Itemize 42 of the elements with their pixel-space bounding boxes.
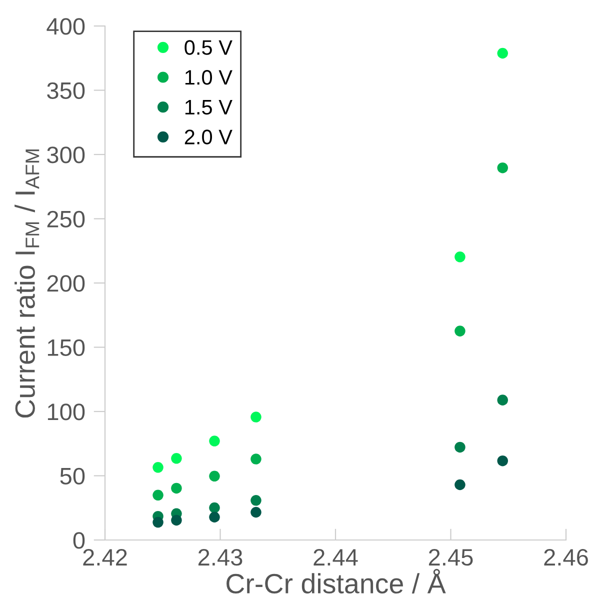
point	[152, 490, 164, 501]
point	[250, 412, 262, 422]
y-tick-label: 150	[48, 339, 85, 356]
y-tick-label: 100	[48, 404, 85, 420]
point	[250, 454, 262, 464]
y-tick-label: 50	[60, 468, 85, 485]
y-tick-label: 0	[73, 532, 85, 549]
point	[454, 326, 466, 336]
point	[497, 455, 508, 466]
x-tick-label: 2.45	[428, 548, 473, 566]
point	[250, 495, 262, 506]
y-tick-label: 300	[47, 146, 85, 164]
point	[171, 453, 182, 464]
y-axis-title: Current ratio I$_{FM}$ / I$_{AFM}$	[14, 150, 40, 418]
point	[209, 436, 220, 446]
x-tick-label: 2.44	[314, 548, 358, 566]
point	[497, 394, 508, 406]
point	[454, 479, 466, 490]
x-tick-label: 2.46	[544, 548, 588, 566]
legend-label: 1.0 V	[185, 70, 232, 85]
point	[454, 252, 466, 262]
y-tick-label: 350	[47, 82, 85, 100]
legend-label: 2.0 V	[184, 130, 232, 144]
x-tick-label: 2.42	[83, 548, 127, 566]
legend-label: 0.5 V	[184, 40, 232, 55]
point	[497, 162, 508, 174]
point	[497, 48, 508, 59]
legend-label: 1.5 V	[185, 100, 232, 115]
y-tick-label: 400	[46, 18, 85, 35]
point	[209, 470, 220, 482]
point	[209, 502, 220, 514]
point	[152, 462, 164, 473]
y-tick-label: 200	[47, 275, 85, 292]
point	[152, 516, 164, 528]
x-axis-title: Cr-Cr distance / Å	[226, 568, 446, 594]
x-tick-label: 2.43	[198, 548, 242, 566]
point	[250, 506, 262, 518]
point	[454, 442, 466, 453]
point	[209, 512, 220, 523]
point	[171, 514, 182, 526]
point	[171, 482, 182, 494]
y-tick-label: 250	[47, 210, 85, 228]
